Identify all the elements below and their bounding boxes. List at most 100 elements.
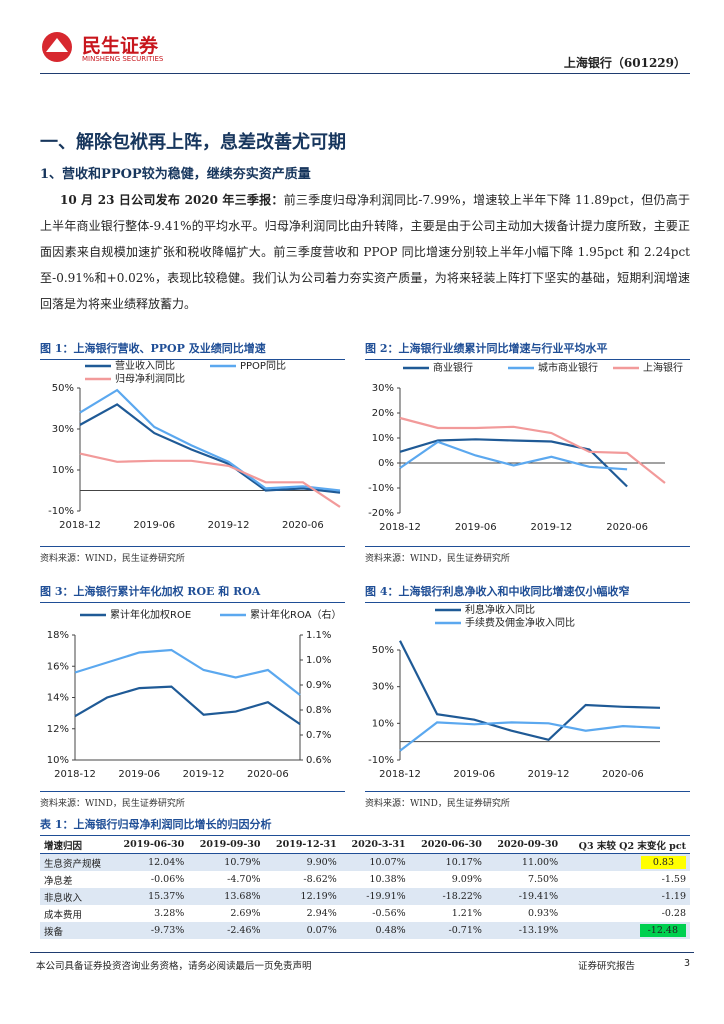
cell-text: -18.22% (442, 891, 482, 902)
legend-label: 利息净收入同比 (465, 603, 535, 616)
table-title: 表 1：上海银行归母净利润同比增长的归因分析 (40, 816, 690, 836)
cell-text: 非息收入 (44, 892, 83, 904)
table-cell: 2.69% (188, 905, 264, 922)
tick-label: 16% (47, 661, 69, 672)
x-tick-label: 2020-06 (602, 769, 644, 780)
header-rule (40, 73, 690, 74)
table-header-cell: 增速归因 (40, 836, 113, 854)
table-cell: -13.19% (486, 922, 562, 939)
figure-source: 资料来源：WIND，民生证券研究所 (40, 546, 345, 564)
table-cell: 净息差 (40, 871, 112, 888)
legend-label: 累计年化ROA（右） (250, 608, 341, 621)
cell-text: -1.59 (661, 874, 686, 885)
figure-source: 资料来源：WIND，民生证券研究所 (365, 791, 690, 809)
table-cell: 拨备 (40, 922, 112, 939)
footer-disclaimer: 本公司具备证券投资咨询业务资格，请务必阅读最后一页免责声明 (36, 961, 312, 972)
tick-label: 50% (52, 383, 74, 394)
figure-title: 图 4：上海银行利息净收入和中收同比增速仅小幅收窄 (365, 583, 690, 603)
tick-label: 30% (372, 383, 394, 394)
table-row: 非息收入 15.37% 13.68% 12.19% -19.91% -18.22% -19.… (40, 888, 690, 905)
tick-label: 0.8% (306, 705, 331, 716)
table-cell: 成本费用 (40, 905, 112, 922)
figure-title: 图 2：上海银行业绩累计同比增速与行业平均水平 (365, 340, 690, 360)
legend-label: PPOP同比 (240, 360, 286, 372)
series-line (399, 640, 661, 742)
tick-label: 0.9% (306, 680, 331, 691)
tick-label: 30% (372, 682, 394, 693)
figure-source: 资料来源：WIND，民生证券研究所 (40, 791, 345, 809)
tick-label: -20% (368, 508, 394, 519)
table-cell: -18.22% (410, 888, 486, 905)
x-tick-label: 2019-06 (133, 520, 175, 531)
table-cell: -1.59 (562, 871, 690, 888)
x-tick-label: 2018-12 (54, 769, 96, 780)
footer-rule (30, 952, 694, 953)
series-line (79, 403, 341, 494)
figure-source: 资料来源：WIND，民生证券研究所 (365, 546, 690, 564)
cell-text: -4.70% (227, 874, 261, 885)
cell-text: 12.19% (300, 891, 337, 902)
table-row: 净息差 -0.06% -4.70% -8.62% 10.38% 9.09% 7.50% -1.… (40, 871, 690, 888)
series-line (79, 452, 341, 508)
tick-label: -10% (368, 755, 394, 766)
table-cell: 10.07% (341, 854, 410, 872)
page-number: 3 (684, 958, 691, 969)
table-cell: -19.91% (341, 888, 410, 905)
table-cell: 10.17% (410, 854, 486, 872)
legend-label: 营业收入同比 (115, 359, 175, 372)
series-line (399, 438, 628, 488)
table-cell: -19.41% (486, 888, 562, 905)
cell-text: -0.56% (372, 908, 406, 919)
table-cell: -2.46% (188, 922, 264, 939)
table-header-row: 增速归因 2019-06-30 2019-09-30 2019-12-31 2020-3… (40, 836, 690, 854)
table-header-cell: 2020-06-30 (409, 836, 486, 854)
cell-text: 0.07% (306, 925, 337, 936)
x-tick-label: 2018-12 (59, 520, 101, 531)
x-tick-label: 2019-12 (528, 769, 570, 780)
table-cell: -0.71% (410, 922, 486, 939)
tick-label: 1.1% (306, 630, 331, 641)
legend-label: 上海银行 (643, 361, 683, 374)
body-text: 10 月 23 日公司发布 2020 年三季报：前三季度归母净利润同比-7.99… (40, 187, 690, 317)
table-header-cell: 2020-3-31 (340, 836, 410, 854)
cell-text: -0.06% (150, 874, 185, 885)
table-cell: 12.19% (265, 888, 341, 905)
cell-text: -0.71% (448, 925, 482, 936)
table-cell: 非息收入 (40, 888, 112, 905)
table-cell: 11.00% (486, 854, 562, 872)
table-cell: -4.70% (188, 871, 264, 888)
cell-text: 10.38% (369, 874, 406, 885)
cell-text: -19.91% (366, 891, 406, 902)
table-cell: -0.56% (341, 905, 410, 922)
cell-text: -12.48 (639, 924, 686, 937)
table-cell: 0.07% (265, 922, 341, 939)
chart: -10% 10% 30% 50% 2018-12 2019-06 2019-12 2020-0… (368, 603, 661, 780)
footer-label: 证券研究报告 (578, 961, 636, 972)
series-line (399, 440, 628, 471)
figure-title: 图 1：上海银行营收、PPOP 及业绩同比增速 (40, 340, 345, 360)
table-cell: -9.73% (112, 922, 188, 939)
tick-label: 10% (372, 433, 394, 444)
body-rest: 前三季度归母净利润同比-7.99%，增速较上半年下降 11.89pct，但仍高于… (40, 193, 690, 311)
tick-label: 10% (47, 755, 69, 766)
heading: 一、解除包袱再上阵，息差改善尤可期 (40, 132, 346, 153)
tick-label: -10% (368, 483, 394, 494)
x-tick-label: 2019-06 (453, 769, 495, 780)
table-cell: 10.38% (341, 871, 410, 888)
chart: -20% -10% 0% 10% 20% 30% 2018-12 2019-06 2019-12… (368, 361, 683, 533)
table-cell: 生息资产规模 (40, 854, 112, 872)
logo-icon (42, 32, 72, 62)
x-tick-label: 2020-06 (606, 522, 648, 533)
tick-label: 10% (52, 465, 74, 476)
cell-text: 12.04% (148, 857, 185, 868)
chart: 10% 12% 14% 16% 18% 0.6% 0.7% 0.8% 0.9% 1.0% 1.1% 2… (47, 608, 342, 780)
tick-label: 0.6% (306, 755, 331, 766)
cell-text: -0.28 (661, 908, 686, 919)
tick-label: 20% (372, 408, 394, 419)
table-cell: 1.21% (410, 905, 486, 922)
table-header-cell: 2019-12-31 (264, 836, 341, 854)
table-cell: 12.04% (112, 854, 188, 872)
subheading: 1、营收和PPOP较为稳健，继续夯实资产质量 (40, 167, 311, 182)
table-header-cell: 2019-09-30 (188, 836, 265, 854)
